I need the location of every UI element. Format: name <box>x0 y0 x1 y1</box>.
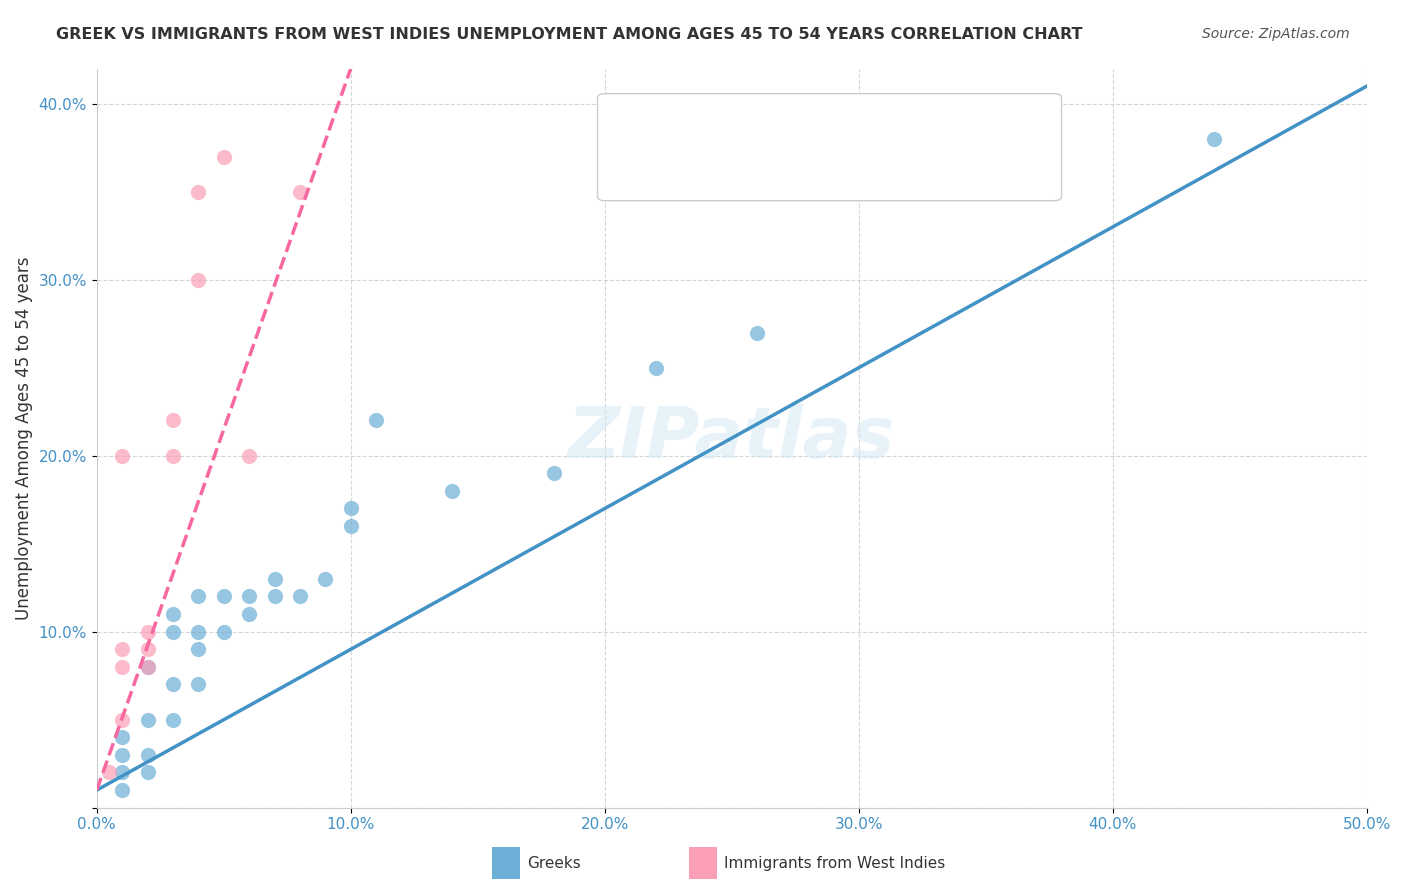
Greeks <box>212 624 235 639</box>
Immigrants from West Indies <box>111 642 134 657</box>
Text: ZIPatlas: ZIPatlas <box>568 403 896 473</box>
Greeks <box>111 765 134 780</box>
Text: Greeks: Greeks <box>527 856 581 871</box>
Immigrants from West Indies <box>162 449 184 463</box>
Immigrants from West Indies <box>136 642 159 657</box>
Y-axis label: Unemployment Among Ages 45 to 54 years: Unemployment Among Ages 45 to 54 years <box>15 256 32 620</box>
Greeks <box>263 590 285 604</box>
Text: R = 0.727    N = 33: R = 0.727 N = 33 <box>668 120 844 138</box>
Greeks <box>187 642 209 657</box>
Greeks <box>288 590 311 604</box>
Greeks <box>238 590 260 604</box>
Greeks <box>644 360 666 375</box>
Greeks <box>314 572 336 586</box>
Immigrants from West Indies <box>111 713 134 727</box>
Immigrants from West Indies <box>111 449 134 463</box>
Immigrants from West Indies <box>136 624 159 639</box>
Greeks <box>263 572 285 586</box>
Greeks <box>162 677 184 691</box>
Greeks <box>187 624 209 639</box>
Immigrants from West Indies <box>238 449 260 463</box>
Greeks <box>747 326 769 340</box>
Greeks <box>543 467 565 481</box>
Immigrants from West Indies <box>212 149 235 163</box>
Immigrants from West Indies <box>162 413 184 427</box>
Immigrants from West Indies <box>136 660 159 674</box>
Immigrants from West Indies <box>187 185 209 199</box>
Text: R = 0.821    N = 15: R = 0.821 N = 15 <box>668 165 844 183</box>
Text: Immigrants from West Indies: Immigrants from West Indies <box>724 856 945 871</box>
Immigrants from West Indies <box>111 660 134 674</box>
Immigrants from West Indies <box>98 765 121 780</box>
Greeks <box>111 731 134 745</box>
Immigrants from West Indies <box>288 185 311 199</box>
Greeks <box>441 483 464 498</box>
Immigrants from West Indies <box>187 273 209 287</box>
Greeks <box>162 624 184 639</box>
Greeks <box>187 677 209 691</box>
Greeks <box>187 590 209 604</box>
Text: GREEK VS IMMIGRANTS FROM WEST INDIES UNEMPLOYMENT AMONG AGES 45 TO 54 YEARS CORR: GREEK VS IMMIGRANTS FROM WEST INDIES UNE… <box>56 27 1083 42</box>
Greeks <box>136 660 159 674</box>
Greeks <box>339 501 361 516</box>
Greeks <box>1204 132 1226 146</box>
Greeks <box>111 747 134 762</box>
Greeks <box>366 413 388 427</box>
Greeks <box>238 607 260 621</box>
Greeks <box>162 713 184 727</box>
Greeks <box>136 765 159 780</box>
Greeks <box>339 519 361 533</box>
Greeks <box>136 747 159 762</box>
Greeks <box>162 607 184 621</box>
Greeks <box>212 590 235 604</box>
Text: Source: ZipAtlas.com: Source: ZipAtlas.com <box>1202 27 1350 41</box>
Greeks <box>136 713 159 727</box>
Greeks <box>1025 132 1047 146</box>
Greeks <box>111 783 134 797</box>
